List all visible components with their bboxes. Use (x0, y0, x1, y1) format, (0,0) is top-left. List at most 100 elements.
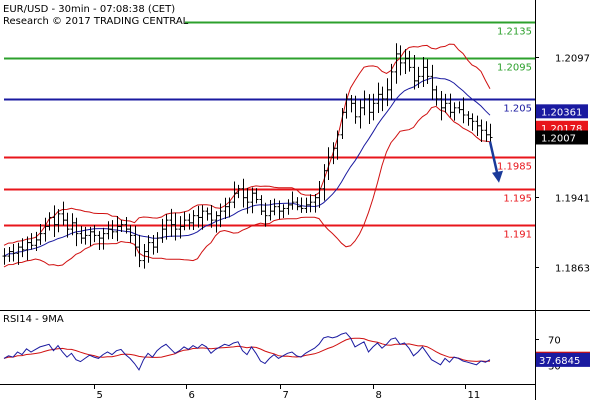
arrow-shaft (488, 141, 500, 177)
price-bar (200, 205, 205, 230)
time-axis: 5 6 7 8 11 (94, 384, 480, 400)
price-bar (394, 43, 399, 84)
arrow-head (492, 170, 503, 183)
rsi-tag-rsi: 37.6845 (536, 352, 590, 367)
price-bar (16, 242, 21, 265)
price-bar (475, 115, 480, 137)
level-label-1.2135: 1.2135 (497, 27, 532, 38)
price-bar (164, 214, 169, 240)
price-bar (313, 194, 318, 213)
price-bar (448, 93, 453, 118)
x-tick-label: 5 (97, 390, 103, 400)
price-bar (461, 97, 466, 124)
price-bar (155, 232, 160, 253)
price-bar (398, 45, 403, 76)
price-bar (236, 184, 241, 199)
price-bar (70, 213, 75, 236)
price-bar (173, 212, 178, 241)
price-bar (322, 164, 327, 201)
price-bar (380, 86, 385, 112)
price-bar (227, 197, 232, 218)
price-bar (376, 82, 381, 114)
rsi-ma-line (3, 337, 491, 362)
price-bar (74, 217, 79, 247)
price-bar (268, 199, 273, 221)
price-bar (11, 244, 16, 262)
level-label-1.195: 1.195 (503, 194, 532, 205)
price-bar (299, 197, 304, 213)
price-bar (142, 244, 147, 269)
price-bar (182, 211, 187, 231)
y-tick-label: 1.1863 (555, 264, 590, 275)
price-bar (425, 59, 430, 84)
level-label-1.1985: 1.1985 (497, 162, 532, 173)
price-bar (389, 63, 394, 100)
price-bar (466, 111, 471, 126)
price-bar (452, 102, 457, 121)
price-bar (20, 238, 25, 258)
price-bar (290, 191, 295, 210)
price-bar (362, 90, 367, 116)
price-bar (353, 95, 358, 124)
price-bar (488, 123, 493, 143)
price-bar (2, 248, 7, 265)
price-bar (218, 203, 223, 228)
price-bar (47, 212, 52, 231)
price-bar (241, 178, 246, 208)
price-bar (295, 197, 300, 211)
price-bar (191, 210, 196, 230)
price-bar (52, 205, 57, 237)
price-bar (412, 55, 417, 90)
price-bar (344, 93, 349, 119)
price-bar (340, 107, 345, 139)
price-bar (25, 236, 30, 261)
price-bar (56, 209, 61, 233)
price-bar (371, 93, 376, 121)
bollinger-lower (3, 105, 491, 268)
price-bar (317, 181, 322, 208)
price-bar (439, 91, 444, 121)
level-label-1.191: 1.191 (503, 230, 532, 241)
svg-text:1.20361: 1.20361 (541, 107, 582, 118)
rsi-indicator (3, 332, 491, 371)
price-axis: 1.2097 1.1941 1.1863 (535, 54, 590, 275)
rsi-tick-label: 30 (548, 362, 561, 373)
price-bar (151, 234, 156, 255)
price-bar (83, 226, 88, 245)
price-bar (259, 195, 264, 215)
price-bar (326, 147, 331, 181)
price-bar (443, 93, 448, 113)
price-levels: 1.2135 1.2095 1.205 1.1985 1.195 1.191 (4, 21, 535, 241)
y-tick-label: 1.1941 (555, 194, 590, 205)
price-bar (146, 235, 151, 263)
rsi-axis: 703039.537337.6845 (535, 336, 590, 373)
x-tick-label: 6 (189, 390, 195, 400)
price-bar (133, 225, 138, 257)
price-bar (61, 201, 66, 226)
price-bar (110, 220, 115, 240)
price-bar (34, 231, 39, 252)
price-bar (232, 181, 237, 209)
price-bar (160, 218, 165, 243)
svg-text:37.6845: 37.6845 (539, 356, 580, 367)
price-bar (484, 121, 489, 142)
price-bar (254, 188, 259, 204)
level-label-1.205: 1.205 (503, 104, 532, 115)
rsi-tick-label: 70 (548, 336, 561, 347)
price-bar (385, 78, 390, 107)
price-bar (101, 227, 106, 250)
price-bar (407, 50, 412, 72)
price-bar (92, 225, 97, 243)
price-bar (349, 94, 354, 113)
price-bar (358, 99, 363, 129)
price-bar (178, 216, 183, 239)
chart-header-line1: EUR/USD - 30min - 07:08:38 (CET) (3, 4, 175, 15)
price-bar (245, 188, 250, 214)
price-bar (128, 225, 133, 243)
price-bar (223, 197, 228, 219)
price-bar (38, 223, 43, 245)
price-bar (43, 217, 48, 242)
price-bar (331, 142, 336, 165)
price-bar (187, 213, 192, 230)
